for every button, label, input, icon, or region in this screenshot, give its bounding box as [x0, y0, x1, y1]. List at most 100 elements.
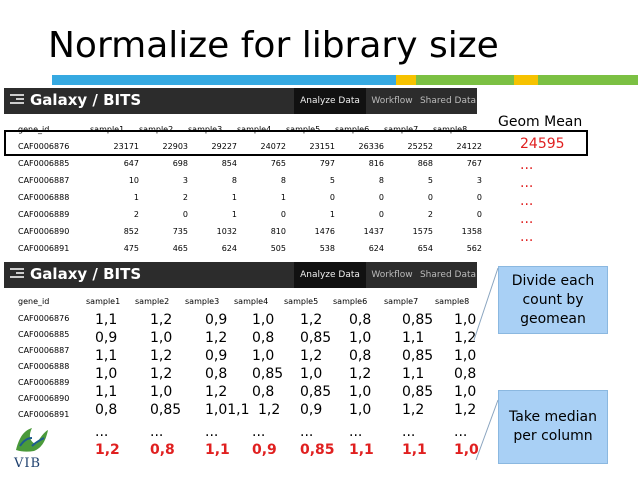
column-header: sample2	[135, 297, 170, 306]
column-header: sample5	[286, 125, 321, 134]
tab-shared-data[interactable]: Shared Data	[419, 270, 477, 280]
column-header: sample7	[384, 125, 419, 134]
column-header: sample8	[433, 125, 468, 134]
count-cell: 2	[182, 193, 188, 202]
gene-id-cell: CAF0006887	[18, 176, 70, 185]
geom-mean-ellipsis: ...	[520, 157, 534, 173]
ratio-cell: 1,0	[95, 366, 118, 382]
column-header: sample8	[435, 297, 470, 306]
vib-logo-icon	[16, 428, 48, 452]
count-cell: 1	[329, 210, 335, 219]
count-cell: 0	[378, 210, 384, 219]
count-cell: 8	[280, 176, 286, 185]
count-cell: 2	[133, 210, 139, 219]
column-header: sample7	[384, 297, 419, 306]
ratio-cell: 1,2	[258, 402, 281, 418]
count-cell: 0	[427, 193, 433, 202]
table-row: CAF0006891 475 465 624 505 538 624 654 562	[18, 240, 482, 257]
ratio-cell: 1,0	[349, 330, 372, 346]
galaxy-header-1: Galaxy / BITS Analyze Data Workflow Shar…	[4, 88, 477, 114]
count-cell: 0	[280, 210, 286, 219]
count-cell: 0	[378, 193, 384, 202]
count-cell: 22903	[162, 142, 188, 151]
count-cell: 1	[133, 193, 139, 202]
count-cell: 624	[368, 244, 384, 253]
ratio-cell: 1,2	[349, 366, 372, 382]
callout-median: Take median per column	[498, 390, 608, 464]
ratio-cell: 0,9	[205, 348, 228, 364]
callout-divide: Divide each count by geomean	[498, 266, 608, 334]
ratio-cell: 1,01,1	[205, 402, 250, 418]
geom-mean-value: 24595	[520, 136, 565, 152]
count-cell: 854	[221, 159, 237, 168]
count-cell: 767	[466, 159, 482, 168]
geom-mean-ellipsis: ...	[520, 193, 534, 209]
accent-bar-yellow	[396, 75, 416, 85]
count-cell: 868	[417, 159, 433, 168]
tab-analyze-data[interactable]: Analyze Data	[294, 88, 366, 114]
ellipsis-cell: ...	[150, 424, 164, 440]
ratio-cell: 0,9	[205, 312, 228, 328]
gene-id-cell: CAF0006888	[18, 362, 70, 371]
ellipsis-cell: ...	[349, 424, 363, 440]
count-cell: 797	[319, 159, 335, 168]
column-header: sample1	[90, 125, 125, 134]
table-row: CAF0006887 10 3 8 8 5 8 5 3	[18, 172, 482, 189]
ratio-cell: 0,85	[402, 348, 434, 364]
ellipsis-cell: ...	[205, 424, 219, 440]
tab-analyze-data[interactable]: Analyze Data	[294, 262, 366, 288]
table-row: CAF0006876 23171 22903 29227 24072 23151 26336…	[18, 138, 482, 155]
ratio-cell: 0,9	[95, 330, 118, 346]
median-cell: 1,0	[454, 442, 479, 458]
ratio-cell: 0,8	[205, 366, 228, 382]
gene-id-cell: CAF0006890	[18, 227, 70, 236]
ratio-cell: 1,2	[454, 402, 477, 418]
median-cell: 1,1	[205, 442, 230, 458]
gene-id-cell: CAF0006885	[18, 330, 70, 339]
ratio-cell: 1,1	[95, 348, 118, 364]
geom-mean-ellipsis: ...	[520, 229, 534, 245]
count-cell: 765	[270, 159, 286, 168]
column-header: sample6	[335, 125, 370, 134]
galaxy-header-2: Galaxy / BITS Analyze Data Workflow Shar…	[4, 262, 477, 288]
ratio-cell: 1,2	[205, 330, 228, 346]
count-cell: 0	[476, 210, 482, 219]
column-header: sample6	[333, 297, 368, 306]
count-cell: 1	[231, 210, 237, 219]
ellipsis-cell: ...	[95, 424, 109, 440]
tab-workflow[interactable]: Workflow	[371, 96, 413, 106]
tab-shared-data[interactable]: Shared Data	[419, 96, 477, 106]
table-row: CAF0006885 647 698 854 765 797 816 868 767	[18, 155, 482, 172]
ratio-cell: 0,85	[300, 330, 332, 346]
galaxy-title: Galaxy / BITS	[30, 265, 142, 283]
count-cell: 25252	[407, 142, 433, 151]
count-cell: 1	[231, 193, 237, 202]
table-header-row: gene_id sample1 sample2 sample3 sample4 …	[18, 121, 482, 138]
ratio-cell: 1,2	[150, 348, 173, 364]
tab-workflow[interactable]: Workflow	[371, 270, 413, 280]
ratio-cell: 0,8	[349, 348, 372, 364]
count-cell: 1	[280, 193, 286, 202]
column-header: sample5	[284, 297, 319, 306]
gene-id-cell: CAF0006885	[18, 159, 70, 168]
count-cell: 3	[476, 176, 482, 185]
ratio-cell: 1,2	[150, 312, 173, 328]
count-cell: 624	[221, 244, 237, 253]
count-cell: 1358	[461, 227, 482, 236]
ratio-cell: 1,0	[454, 384, 477, 400]
median-cell: 0,9	[252, 442, 277, 458]
median-cell: 0,85	[300, 442, 335, 458]
accent-bar-green	[416, 75, 514, 85]
ratio-cell: 1,0	[150, 330, 173, 346]
column-header: sample2	[139, 125, 174, 134]
median-cell: 1,1	[402, 442, 427, 458]
geom-mean-ellipsis: ...	[520, 175, 534, 191]
ratio-cell: 1,1	[95, 384, 118, 400]
ellipsis-cell: ...	[454, 424, 468, 440]
count-cell: 1575	[412, 227, 433, 236]
table-row: CAF0006890 852 735 1032 810 1476 1437 1575 1358	[18, 223, 482, 240]
table-row: CAF0006888 1 2 1 1 0 0 0 0	[18, 189, 482, 206]
table-row: CAF0006889 2 0 1 0 1 0 2 0	[18, 206, 482, 223]
count-cell: 1032	[216, 227, 237, 236]
gene-id-cell: CAF0006890	[18, 394, 70, 403]
